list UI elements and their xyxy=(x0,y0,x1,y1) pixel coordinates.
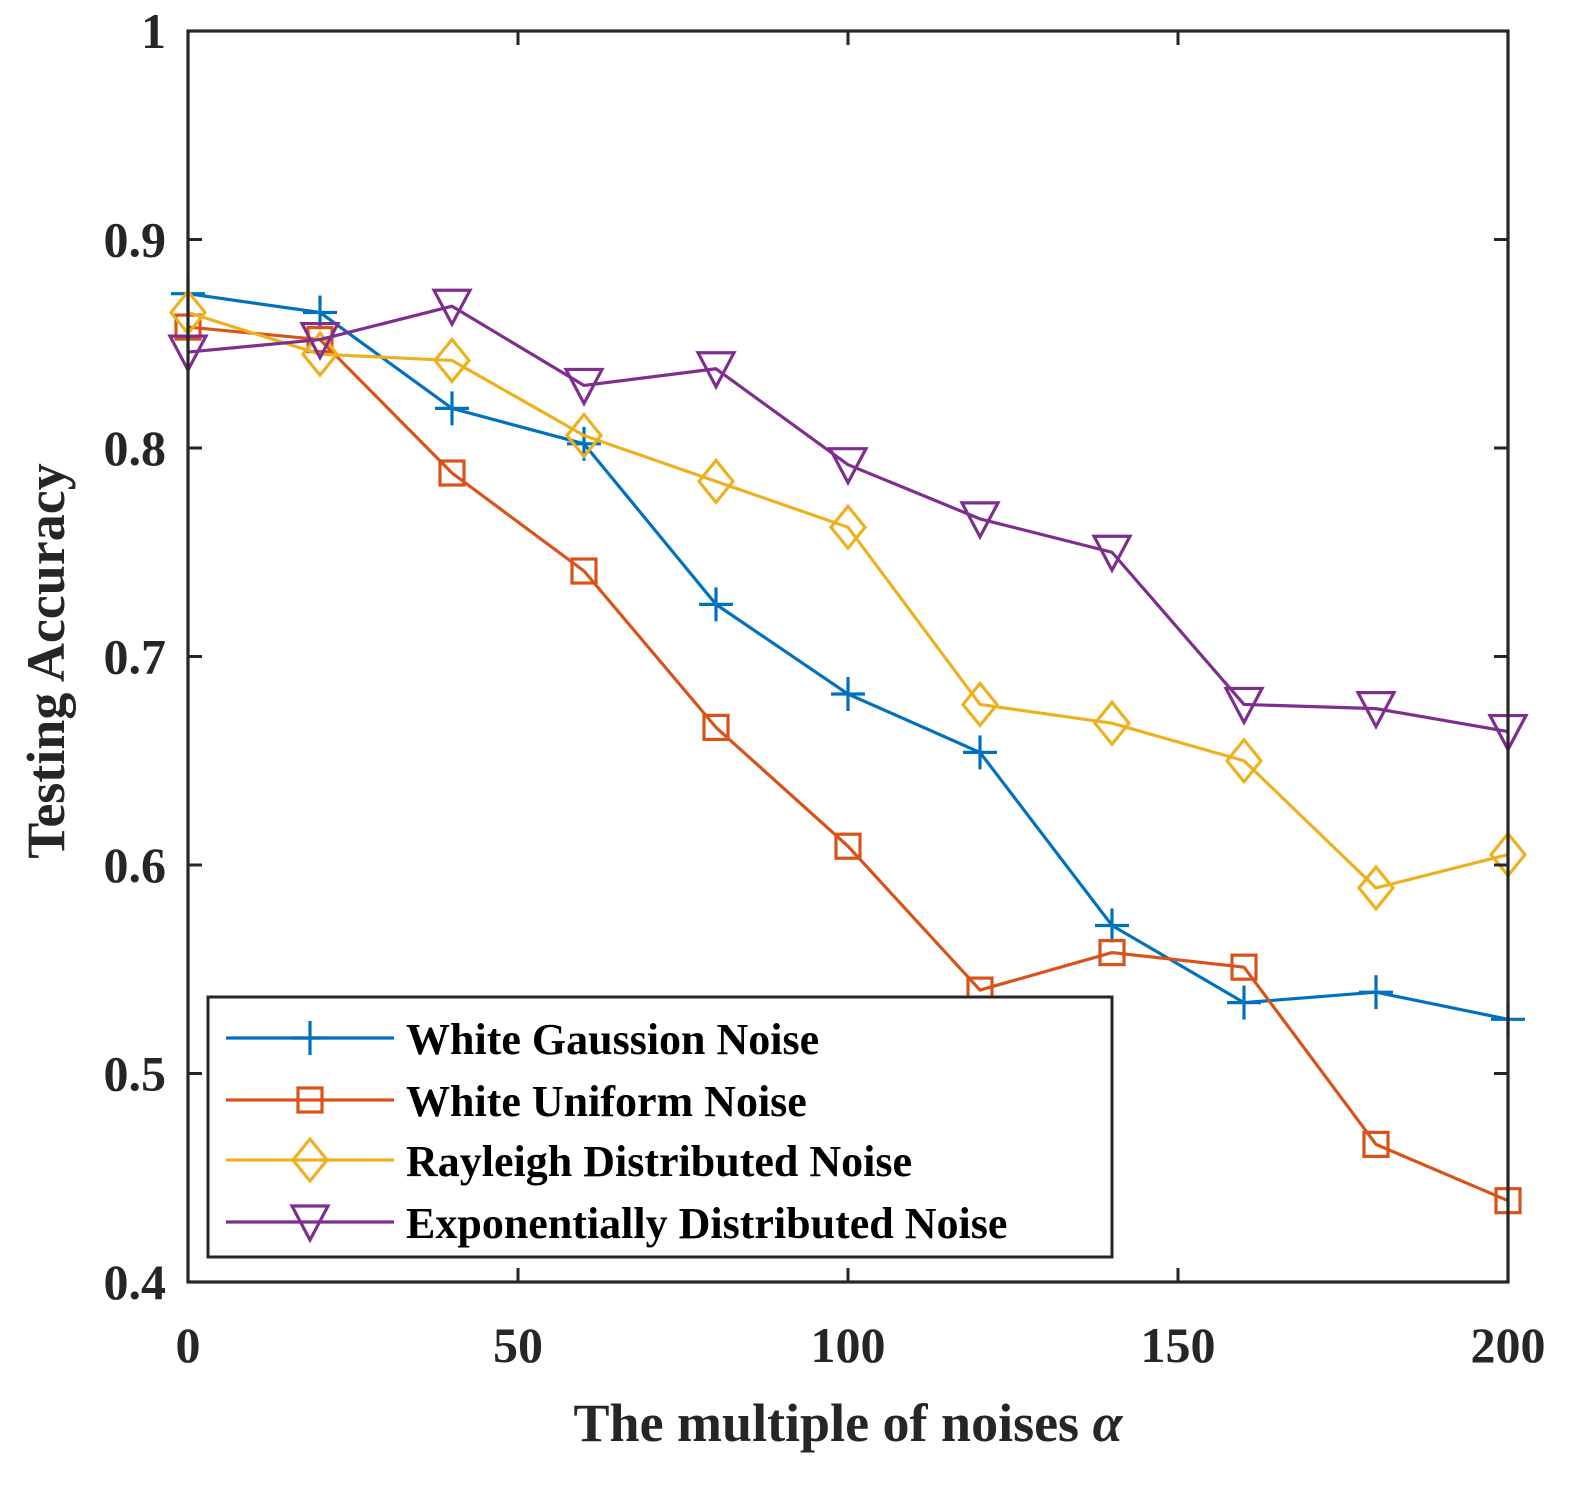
series-2-point xyxy=(1098,938,1126,967)
x-tick-label: 150 xyxy=(1141,1317,1216,1373)
y-axis-label: Testing Accuracy xyxy=(16,463,76,858)
series-1-point xyxy=(435,391,469,426)
series-4-point xyxy=(299,321,341,361)
series-3-point xyxy=(1092,699,1132,747)
series-3-point xyxy=(564,411,604,460)
series-2-point xyxy=(1362,1130,1390,1158)
x-tick-label: 100 xyxy=(811,1317,886,1373)
series-2-point xyxy=(834,832,862,860)
series-2-line xyxy=(187,325,1509,1203)
series-4-point xyxy=(1091,534,1133,574)
series-1-point xyxy=(1359,975,1393,1010)
legend: White Gaussion Noise White Uniform Noise R… xyxy=(206,995,1114,1259)
series-4-point xyxy=(431,288,473,328)
series-3-point xyxy=(828,503,868,551)
series-1-point xyxy=(699,587,733,622)
x-axis-label-text: The multiple of noises xyxy=(574,1393,1093,1453)
series-1-point xyxy=(1095,908,1129,943)
legend-box xyxy=(206,995,1114,1259)
series-3-point xyxy=(432,336,472,384)
series-4 xyxy=(167,288,1529,753)
y-tick-label: 0.8 xyxy=(104,420,167,476)
y-tick-label: 1 xyxy=(141,3,166,59)
legend-item-3: Rayleigh Distributed Noise xyxy=(226,1136,912,1186)
legend-label: White Gaussion Noise xyxy=(406,1015,819,1064)
series-2-point xyxy=(1230,953,1258,981)
y-tick-label: 0.7 xyxy=(104,629,167,685)
x-axis-label: The multiple of noises α xyxy=(574,1393,1124,1453)
series-3-point xyxy=(960,680,1000,728)
series-1-point xyxy=(1227,985,1261,1020)
y-tick-label: 0.4 xyxy=(104,1254,167,1310)
series-4-point xyxy=(563,367,605,407)
series-4-point xyxy=(1355,691,1397,731)
x-tick-label: 50 xyxy=(493,1317,543,1373)
legend-item-4: Exponentially Distributed Noise xyxy=(226,1199,1007,1248)
legend-label: Rayleigh Distributed Noise xyxy=(406,1137,912,1186)
y-tick-label: 0.9 xyxy=(104,212,167,268)
legend-marker xyxy=(289,1204,331,1244)
series-4-point xyxy=(959,501,1001,541)
legend-marker xyxy=(296,1086,324,1114)
legend-label: Exponentially Distributed Noise xyxy=(406,1199,1007,1248)
series-2-point xyxy=(702,713,730,741)
x-tick-label: 200 xyxy=(1471,1317,1546,1373)
legend-marker xyxy=(290,1136,330,1184)
series-3-point xyxy=(1224,737,1264,785)
y-tick-label: 0.6 xyxy=(104,837,167,893)
series-4-line xyxy=(187,304,1509,734)
series-2-point xyxy=(438,459,466,487)
y-tick-label: 0.5 xyxy=(104,1046,167,1102)
series-3-point xyxy=(300,330,340,378)
series-2 xyxy=(174,313,1522,1215)
series-3-point xyxy=(1356,864,1396,912)
series-4-point xyxy=(1223,686,1265,726)
legend-label: White Uniform Noise xyxy=(406,1077,807,1126)
series-4-point xyxy=(695,351,737,391)
series-2-point xyxy=(570,557,598,585)
legend-marker xyxy=(293,1021,327,1055)
series-1-point xyxy=(831,677,865,712)
axes-layer: 0 50 100 150 200 0.4 0.5 0.6 0.7 0.8 0.9 1 xyxy=(104,3,1546,1373)
series-3-line xyxy=(187,310,1509,890)
x-tick-label: 0 xyxy=(176,1317,201,1373)
series-3 xyxy=(168,288,1528,912)
legend-item-1: White Gaussion Noise xyxy=(226,1015,819,1064)
series-1-point xyxy=(963,735,997,770)
x-axis-label-alpha: α xyxy=(1093,1393,1124,1453)
series-4-point xyxy=(827,447,869,487)
series-3-point xyxy=(696,457,736,505)
legend-item-2: White Uniform Noise xyxy=(226,1077,807,1126)
